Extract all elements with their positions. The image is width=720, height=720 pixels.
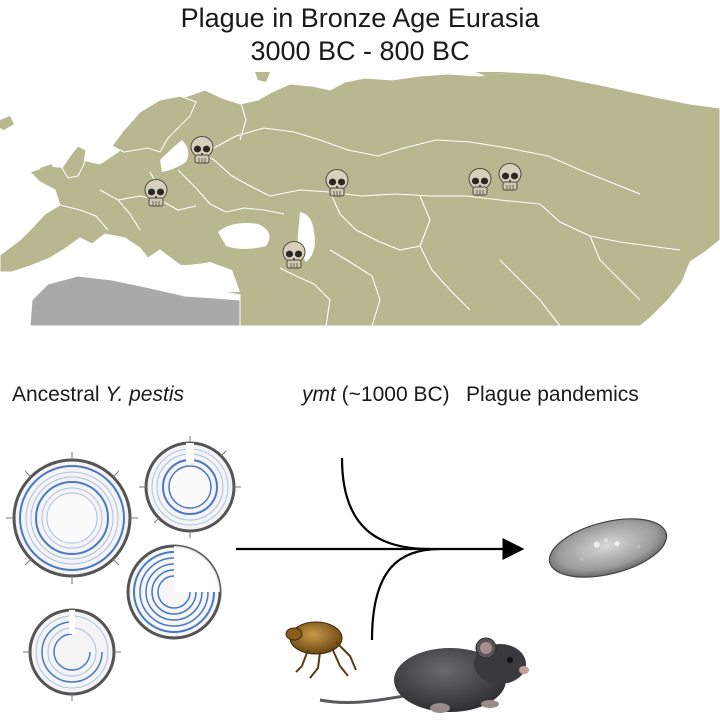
black-sea	[218, 223, 270, 249]
mouse-icon	[319, 637, 529, 713]
eurasia-map	[0, 72, 720, 332]
ireland	[40, 164, 54, 180]
ymt-label: ymt (~1000 BC)	[302, 383, 450, 407]
ancestral-label: Ancestral Y. pestis	[12, 383, 184, 407]
novaya-zemlya	[360, 80, 396, 98]
arctic-island-east	[475, 72, 510, 76]
species-name: Y. pestis	[105, 383, 184, 406]
genome-plot-icon-4	[23, 608, 121, 701]
british-isles	[61, 145, 87, 179]
iceland	[0, 116, 14, 130]
baltic-sea	[160, 140, 189, 172]
scandinavia	[111, 95, 197, 153]
ymt-date: (~1000 BC)	[335, 383, 450, 406]
ancestral-prefix: Ancestral	[12, 383, 106, 406]
evolution-diagram	[6, 436, 668, 713]
title-line-2: 3000 BC - 800 BC	[250, 36, 470, 66]
flea-icon	[285, 621, 357, 679]
title-line-1: Plague in Bronze Age Eurasia	[180, 3, 540, 33]
ymt-gene: ymt	[302, 383, 336, 406]
arrow-icon	[236, 457, 525, 641]
eurasia-landmass	[0, 72, 720, 327]
genome-plot-icon-1	[6, 452, 138, 584]
svalbard	[255, 72, 270, 82]
north-africa	[29, 275, 241, 327]
bacterium-icon	[548, 518, 668, 578]
country-borders	[59, 99, 681, 327]
pandemics-label: Plague pandemics	[466, 383, 639, 406]
genome-plot-icon-2	[139, 436, 241, 538]
figure-title: Plague in Bronze Age Eurasia 3000 BC - 8…	[0, 2, 720, 68]
genome-plot-icon-3	[126, 544, 222, 640]
